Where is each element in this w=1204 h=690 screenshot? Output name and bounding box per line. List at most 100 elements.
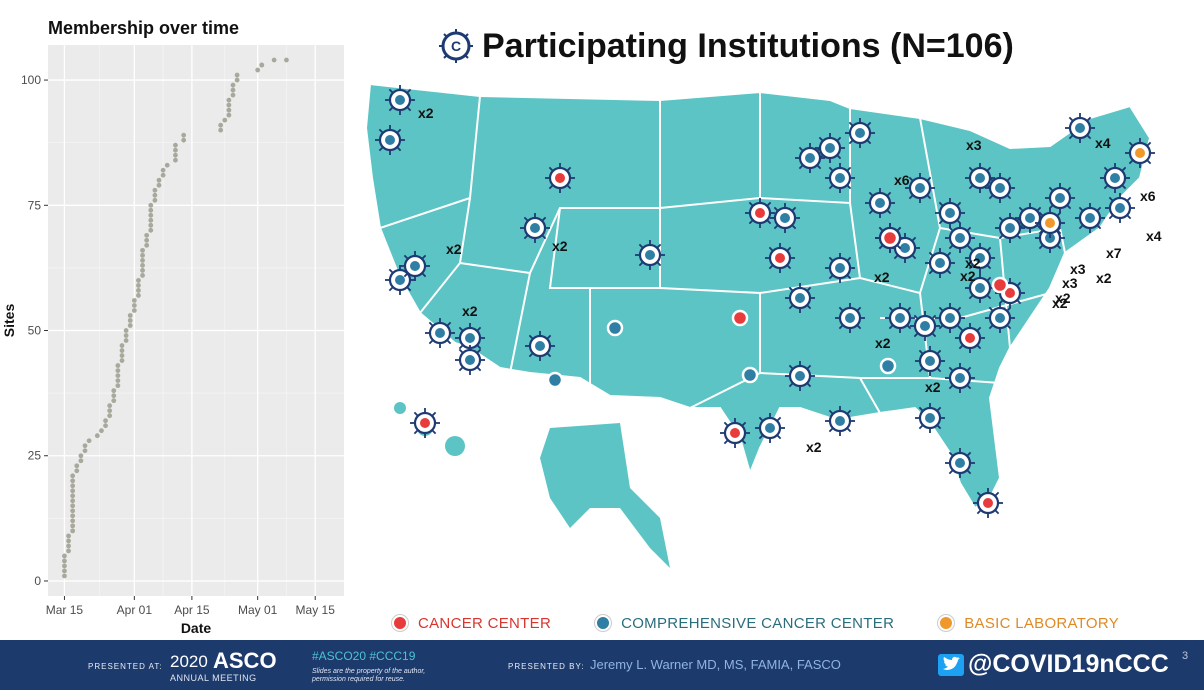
data-point (226, 107, 232, 113)
data-point (181, 137, 187, 143)
marker-dot (925, 356, 935, 366)
multiplier-label: x2 (965, 255, 981, 271)
institution-dot (546, 371, 564, 389)
data-point (70, 518, 76, 524)
y-tick-label: 50 (28, 324, 42, 338)
data-point (152, 187, 158, 193)
marker-dot (995, 313, 1005, 323)
data-point (222, 117, 228, 123)
ccc19-marker-icon (1125, 138, 1155, 168)
chart-svg: 0 25 50 75 100 Mar 15 Apr 01 Apr 15 May 01 May 15… (1, 45, 344, 636)
data-point (115, 373, 121, 378)
multiplier-label: x4 (1146, 228, 1162, 244)
marker-dot (915, 183, 925, 193)
chart-grid (48, 45, 344, 596)
marker-dot (955, 373, 965, 383)
ccc19-marker-icon (825, 163, 855, 193)
marker-dot (465, 333, 475, 343)
presented-at-label: PRESENTED AT: (88, 662, 163, 671)
data-point (66, 538, 71, 544)
data-point (230, 87, 236, 93)
data-point (99, 428, 104, 434)
institution-dot (741, 366, 759, 384)
data-point (181, 132, 187, 138)
twitter-icon (938, 654, 964, 676)
marker-dot (1005, 223, 1015, 233)
multiplier-label: x4 (1095, 135, 1111, 151)
ccc19-marker-icon (795, 143, 825, 173)
marker-dot (395, 95, 405, 105)
twitter-handle[interactable]: @COVID19nCCC (968, 650, 1169, 678)
marker-dot (795, 371, 805, 381)
data-point (148, 222, 154, 228)
marker-dot (775, 253, 785, 263)
data-point (111, 398, 117, 404)
ccc19-marker-icon (785, 283, 815, 313)
marker-dot (1005, 288, 1015, 298)
ccc19-marker-icon (910, 311, 940, 341)
data-point (70, 493, 76, 499)
multiplier-label: x2 (874, 269, 890, 285)
ccc19-marker-icon (455, 323, 485, 353)
data-point (123, 338, 129, 343)
map-contiguous-us (364, 82, 1152, 510)
ccc19-marker-icon (1100, 163, 1130, 193)
data-point (152, 192, 158, 198)
ccc19-marker-icon (745, 198, 775, 228)
marker-dot (875, 198, 885, 208)
data-point (127, 313, 133, 318)
ccc19-marker-icon (915, 403, 945, 433)
marker-dot (435, 328, 445, 338)
data-point (226, 102, 232, 108)
data-point (66, 548, 71, 554)
data-point (62, 558, 67, 564)
x-axis-label: Date (181, 620, 212, 636)
legend-label-cancer-center: CANCER CENTER (418, 614, 552, 632)
data-point (226, 112, 232, 118)
ccc19-marker-icon (1045, 183, 1075, 213)
data-point (255, 67, 261, 73)
multiplier-label: x3 (966, 137, 982, 153)
marker-dot (945, 208, 955, 218)
presenter-name: Jeremy L. Warner MD, MS, FAMIA, FASCO (590, 657, 841, 672)
data-point (226, 97, 232, 103)
marker-dot (805, 153, 815, 163)
ccc19-marker-icon (400, 251, 430, 281)
marker-dot (465, 355, 475, 365)
data-point (148, 217, 154, 223)
data-point (103, 423, 108, 429)
marker-dot (1115, 203, 1125, 213)
data-point (131, 303, 137, 308)
x-tick-label: Apr 15 (174, 603, 210, 617)
data-point (140, 268, 145, 273)
ccc19-marker-icon (410, 408, 440, 438)
data-point (70, 488, 76, 494)
hashtags: #ASCO20 #CCC19 (312, 649, 416, 663)
data-point (62, 563, 67, 569)
multiplier-label: x2 (462, 303, 478, 319)
data-point (66, 533, 71, 539)
data-point (136, 288, 141, 293)
slide-footer: PRESENTED AT: 2020 ASCO ANNUAL MEETING #… (0, 640, 1204, 690)
data-point (136, 293, 141, 298)
state-border (959, 292, 1051, 319)
ccc19-marker-icon (385, 85, 415, 115)
meeting-year: 2020 (170, 652, 208, 671)
data-point (230, 92, 236, 98)
ccc19-marker-icon (995, 213, 1025, 243)
data-point (144, 242, 150, 248)
data-point (70, 508, 76, 514)
legend-dot-basic-lab (938, 615, 955, 631)
marker-dot (395, 275, 405, 285)
marker-dot (420, 418, 430, 428)
ccc19-marker-icon (525, 331, 555, 361)
marker-dot (835, 173, 845, 183)
multiplier-label: x2 (418, 105, 434, 121)
multiplier-label: x2 (806, 439, 822, 455)
marker-dot (730, 428, 740, 438)
data-point (123, 333, 129, 338)
marker-dot (765, 423, 775, 433)
institution-dot (881, 229, 899, 247)
marker-dot (855, 128, 865, 138)
data-point (148, 207, 154, 213)
